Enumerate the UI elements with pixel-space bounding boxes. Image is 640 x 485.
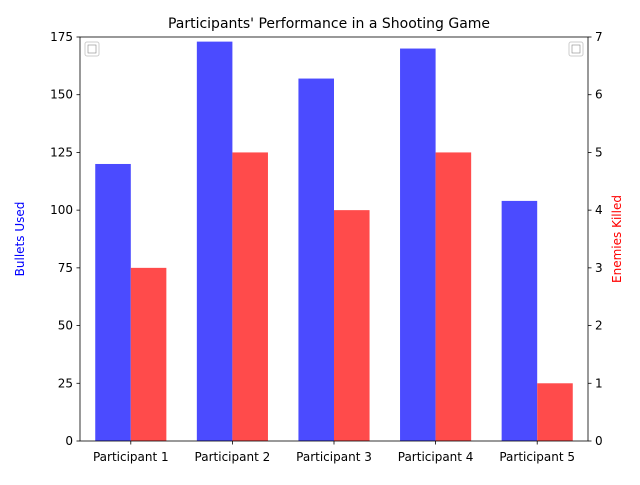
- bar-enemies-killed-4: [436, 152, 472, 441]
- bar-bullets-used-1: [95, 164, 131, 441]
- y-left-tick-label: 50: [58, 319, 73, 333]
- bar-bullets-used-3: [298, 79, 334, 441]
- y-right-tick-label: 2: [595, 319, 603, 333]
- y-right-tick-label: 3: [595, 261, 603, 275]
- x-tick-label: Participant 5: [499, 450, 575, 464]
- chart-title: Participants' Performance in a Shooting …: [168, 16, 490, 32]
- y-right-tick-label: 4: [595, 203, 603, 217]
- y-left-tick-label: 0: [65, 434, 73, 448]
- y-left-tick-label: 25: [58, 376, 73, 390]
- y-left-tick-label: 75: [58, 261, 73, 275]
- y-axis-right-label: Enemies Killed: [610, 195, 624, 283]
- y-right-tick-label: 7: [595, 30, 603, 44]
- y-right-tick-label: 1: [595, 376, 603, 390]
- legend-top-right: [569, 42, 583, 56]
- legend-top-left: [85, 42, 99, 56]
- bar-enemies-killed-1: [131, 268, 167, 441]
- y-axis-left-label: Bullets Used: [13, 202, 27, 277]
- y-left-tick-label: 100: [50, 203, 73, 217]
- bar-bullets-used-4: [400, 49, 436, 441]
- bar-bullets-used-2: [197, 42, 233, 441]
- bar-enemies-killed-5: [537, 383, 573, 441]
- y-left-tick-label: 150: [50, 88, 73, 102]
- bars-layer: [95, 42, 573, 441]
- x-tick-label: Participant 1: [93, 450, 169, 464]
- y-right-tick-label: 0: [595, 434, 603, 448]
- x-tick-label: Participant 2: [195, 450, 271, 464]
- x-tick-label: Participant 4: [398, 450, 474, 464]
- y-right-tick-label: 5: [595, 145, 603, 159]
- bar-enemies-killed-2: [232, 152, 268, 441]
- y-right-tick-label: 6: [595, 88, 603, 102]
- bar-bullets-used-5: [502, 201, 538, 441]
- bar-enemies-killed-3: [334, 210, 370, 441]
- y-left-tick-label: 175: [50, 30, 73, 44]
- y-left-tick-label: 125: [50, 145, 73, 159]
- x-tick-label: Participant 3: [296, 450, 372, 464]
- legends-layer: [85, 42, 583, 56]
